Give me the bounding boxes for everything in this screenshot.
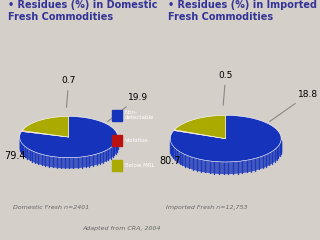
- Bar: [112, 109, 122, 120]
- Polygon shape: [21, 131, 69, 137]
- Text: 79.4: 79.4: [4, 151, 26, 161]
- Text: • Residues (%) in Domestic
Fresh Commodities: • Residues (%) in Domestic Fresh Commodi…: [8, 0, 157, 22]
- Polygon shape: [20, 116, 118, 158]
- Text: • Residues (%) in Imported
Fresh Commodities: • Residues (%) in Imported Fresh Commodi…: [168, 0, 317, 22]
- Polygon shape: [174, 115, 226, 139]
- Polygon shape: [170, 140, 281, 174]
- Polygon shape: [174, 130, 226, 139]
- Text: 19.9: 19.9: [108, 93, 148, 122]
- Polygon shape: [22, 116, 69, 137]
- Text: 0.5: 0.5: [219, 71, 233, 105]
- Text: Violative: Violative: [125, 138, 149, 143]
- Text: Non-
detectable: Non- detectable: [125, 110, 154, 120]
- Text: 80.7: 80.7: [159, 156, 181, 166]
- Bar: [112, 135, 122, 146]
- Text: Adapted from CRA, 2004: Adapted from CRA, 2004: [82, 226, 161, 231]
- Polygon shape: [170, 115, 281, 162]
- Text: Below MRL: Below MRL: [125, 163, 155, 168]
- Text: 0.7: 0.7: [61, 76, 76, 107]
- Bar: [112, 160, 122, 171]
- Text: Imported Fresh n=12,753: Imported Fresh n=12,753: [166, 205, 248, 210]
- Text: Domestic Fresh n=2401: Domestic Fresh n=2401: [13, 205, 89, 210]
- Polygon shape: [20, 138, 118, 168]
- Text: 18.8: 18.8: [269, 90, 318, 121]
